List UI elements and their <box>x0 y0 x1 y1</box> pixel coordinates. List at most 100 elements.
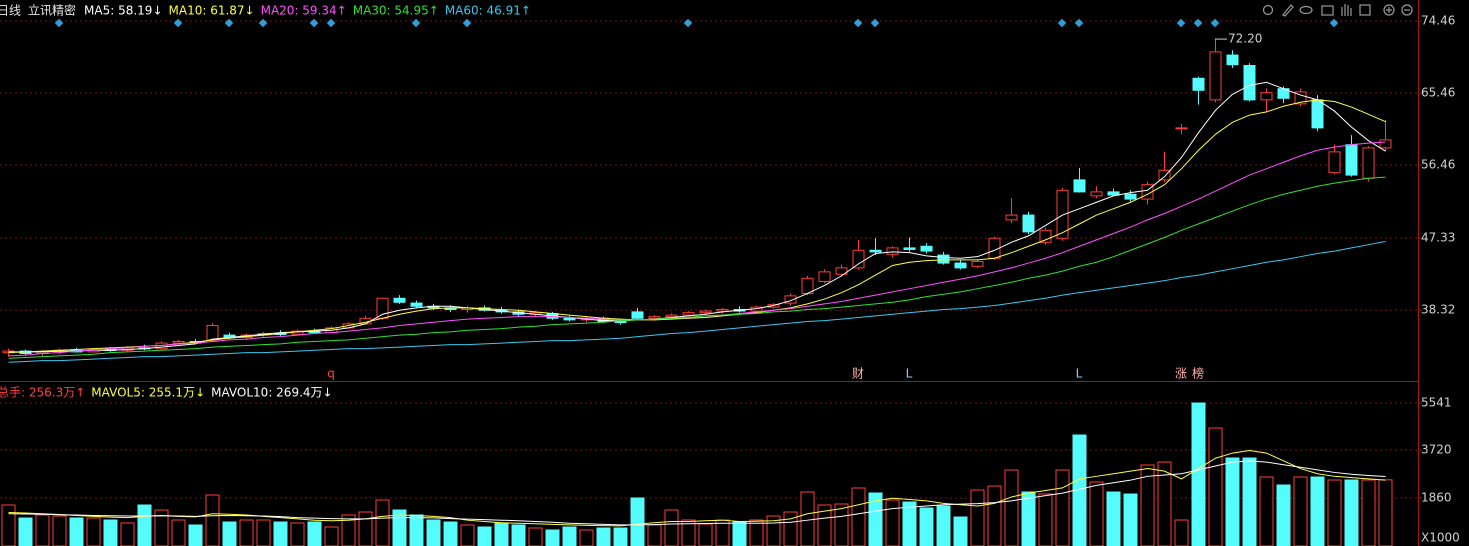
volume-bar <box>273 521 288 546</box>
volume-unit: X1000 <box>1421 531 1460 545</box>
candle-body <box>648 316 661 319</box>
volume-bar <box>1140 464 1155 546</box>
candle-body <box>665 314 678 318</box>
volume-bar <box>1378 479 1393 546</box>
stock-name: 立讯精密 <box>28 3 76 18</box>
candle-body <box>1090 191 1103 197</box>
y-tick-label: 47.33 <box>1421 231 1455 245</box>
toolbar[interactable] <box>1262 4 1413 17</box>
volume-trend: ↑ <box>75 386 85 400</box>
view-icon[interactable] <box>1299 5 1313 15</box>
settings-icon[interactable] <box>1262 4 1274 16</box>
box-icon[interactable] <box>1359 4 1371 16</box>
y-tick-label: 38.32 <box>1421 303 1455 317</box>
candle-body <box>886 247 899 255</box>
volume-bar <box>1123 493 1138 546</box>
volume-bar <box>171 519 186 546</box>
candle-body <box>631 311 644 319</box>
event-marker <box>411 18 421 28</box>
candle-body <box>1209 51 1222 101</box>
volume-bar <box>307 521 322 546</box>
layers-icon[interactable] <box>1321 5 1334 16</box>
volume-bar <box>1361 479 1376 546</box>
ma-trend: ↑ <box>429 4 439 18</box>
candle-body <box>1005 214 1018 221</box>
volume-bar <box>528 527 543 546</box>
volume-bar <box>885 499 900 546</box>
volume-bar <box>358 511 373 546</box>
mavol-trend: ↓ <box>323 386 333 400</box>
zoom-in-plus <box>1386 7 1392 13</box>
candle-body <box>971 260 984 267</box>
volume-bar <box>1106 491 1121 546</box>
volume-bar <box>1208 427 1223 546</box>
candle-body <box>716 308 729 312</box>
candle-body <box>1345 144 1358 176</box>
volume-bar <box>103 519 118 546</box>
ma-legend: MA20: 59.34 <box>261 4 337 18</box>
volume-bar <box>1344 479 1359 546</box>
volume-bar <box>987 485 1002 546</box>
volume-bar <box>35 514 50 546</box>
volume-bar <box>1055 469 1070 546</box>
candle-body <box>699 310 712 314</box>
volume-bar <box>1 504 16 546</box>
volume-bar <box>902 501 917 546</box>
candle-body <box>1243 64 1256 101</box>
candle-body <box>937 254 950 264</box>
event-tag: q <box>327 367 335 381</box>
mavol-legend: MAVOL10: 269.4万 <box>211 386 322 400</box>
y-tick-label: 65.46 <box>1421 86 1455 100</box>
volume-bar <box>511 524 526 546</box>
ma-line <box>8 99 1386 354</box>
volume-bar <box>460 524 475 546</box>
candle-body <box>1056 189 1069 239</box>
zoom-in-icon[interactable] <box>1383 4 1395 16</box>
candle-body <box>563 317 576 321</box>
volume-bar <box>86 517 101 546</box>
event-marker <box>54 18 64 28</box>
volume-bar <box>630 497 645 546</box>
volume-bar <box>664 509 679 546</box>
volume-bar <box>1310 476 1325 546</box>
candle-body <box>920 245 933 252</box>
ma-trend: ↑ <box>337 4 347 18</box>
candle-body <box>852 249 865 269</box>
candle-body <box>1073 179 1086 193</box>
candle-body <box>393 297 406 303</box>
candle-body <box>1124 193 1137 200</box>
y-tick-label: 74.46 <box>1421 14 1455 28</box>
ma-legend: MA10: 61.87 <box>169 4 245 18</box>
volume-bar <box>1038 493 1053 546</box>
zoom-out-icon[interactable] <box>1401 4 1413 16</box>
candle-body <box>1362 147 1375 179</box>
candle-body <box>682 312 695 316</box>
volume-bar <box>545 529 560 546</box>
volume-bar <box>18 517 33 546</box>
event-marker <box>258 18 268 28</box>
volume-bar <box>749 519 764 546</box>
candle-body <box>1379 139 1392 149</box>
candle-body <box>1294 91 1307 105</box>
volume-bar <box>69 517 84 546</box>
volume-tick-label: 1860 <box>1421 490 1452 504</box>
volume-bar <box>562 526 577 546</box>
candle-body <box>903 247 916 250</box>
candle-body <box>835 267 848 275</box>
draw-icon[interactable] <box>1282 4 1294 17</box>
volume-bar <box>239 519 254 546</box>
candle-body <box>172 340 185 344</box>
hand-icon[interactable] <box>1341 4 1352 16</box>
volume-bar <box>1293 476 1308 546</box>
volume-bar <box>137 504 152 546</box>
volume-bar <box>290 522 305 546</box>
candle-body <box>1107 191 1120 196</box>
event-marker <box>309 18 319 28</box>
volume-bar <box>834 503 849 546</box>
candle-body <box>1039 229 1052 243</box>
candle-body <box>1192 77 1205 91</box>
volume-bar <box>256 519 271 546</box>
ma-legend: MA30: 54.95 <box>353 4 429 18</box>
candle-body <box>1175 127 1188 130</box>
